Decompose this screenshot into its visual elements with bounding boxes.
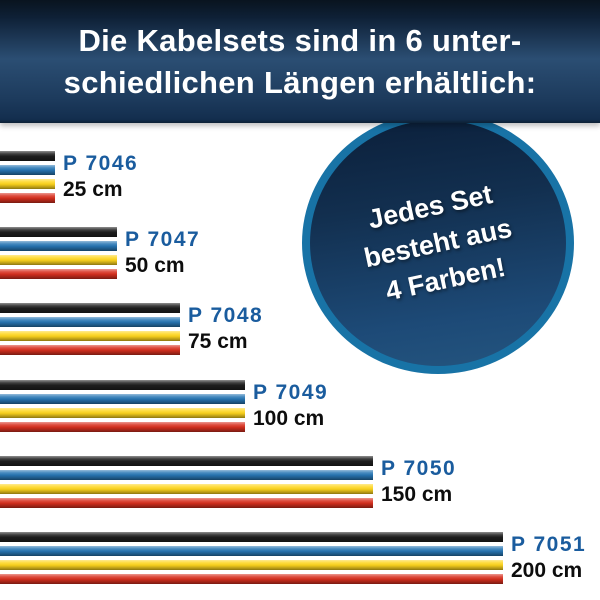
badge-text: Jedes Set besteht aus 4 Farben! (353, 173, 523, 313)
length-label: 200 cm (511, 559, 583, 582)
cable-set-row: P 7047 50 cm (0, 227, 200, 279)
wire-red (0, 498, 373, 508)
part-number: P 7048 (188, 304, 264, 327)
header-title-line1: Die Kabelsets sind in 6 unter- (78, 22, 522, 58)
wire-blue (0, 317, 180, 327)
length-label: 50 cm (125, 254, 185, 277)
wire-yellow (0, 484, 373, 494)
wire-yellow (0, 179, 55, 189)
wire-red (0, 345, 180, 355)
cable-bundle (0, 532, 503, 584)
cable-bundle (0, 227, 117, 279)
part-number: P 7049 (253, 381, 329, 404)
header-title-line2: schiedlichen Längen erhältlich: (63, 64, 537, 100)
wire-yellow (0, 255, 117, 265)
length-label: 100 cm (253, 407, 325, 430)
cable-bundle (0, 303, 180, 355)
wire-black (0, 151, 55, 161)
wire-yellow (0, 331, 180, 341)
wire-black (0, 227, 117, 237)
wire-blue (0, 241, 117, 251)
cable-set-labels: P 7046 25 cm (63, 151, 138, 203)
wire-yellow (0, 560, 503, 570)
cable-set-labels: P 7051 200 cm (511, 532, 586, 584)
cable-set-labels: P 7048 75 cm (188, 303, 263, 355)
wire-blue (0, 546, 503, 556)
wire-red (0, 422, 245, 432)
part-number: P 7050 (381, 457, 457, 480)
cable-set-row: P 7049 100 cm (0, 380, 328, 432)
cable-set-labels: P 7050 150 cm (381, 456, 456, 508)
badge-circle: Jedes Set besteht aus 4 Farben! (302, 112, 574, 374)
cable-set-labels: P 7049 100 cm (253, 380, 328, 432)
header-banner: Die Kabelsets sind in 6 unter- schiedlic… (0, 0, 600, 123)
part-number: P 7047 (125, 228, 201, 251)
wire-red (0, 574, 503, 584)
cable-set-labels: P 7047 50 cm (125, 227, 200, 279)
wire-blue (0, 165, 55, 175)
wire-black (0, 532, 503, 542)
cable-set-row: P 7051 200 cm (0, 532, 586, 584)
wire-black (0, 303, 180, 313)
cable-set-row: P 7046 25 cm (0, 151, 138, 203)
length-label: 25 cm (63, 178, 123, 201)
length-label: 150 cm (381, 483, 453, 506)
cable-bundle (0, 380, 245, 432)
part-number: P 7051 (511, 533, 587, 556)
cable-bundle (0, 151, 55, 203)
cable-set-row: P 7050 150 cm (0, 456, 456, 508)
length-label: 75 cm (188, 330, 248, 353)
wire-blue (0, 470, 373, 480)
part-number: P 7046 (63, 152, 139, 175)
cable-set-row: P 7048 75 cm (0, 303, 263, 355)
wire-red (0, 269, 117, 279)
wire-black (0, 380, 245, 390)
wire-yellow (0, 408, 245, 418)
wire-red (0, 193, 55, 203)
wire-black (0, 456, 373, 466)
cable-bundle (0, 456, 373, 508)
wire-blue (0, 394, 245, 404)
